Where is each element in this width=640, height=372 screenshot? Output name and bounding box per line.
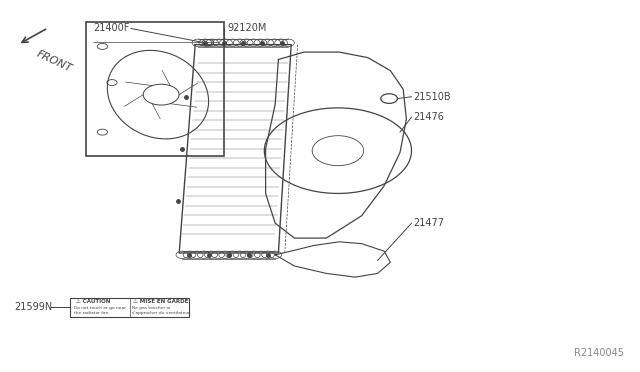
Text: 21476: 21476 — [413, 112, 444, 122]
Text: 92120M: 92120M — [227, 23, 267, 33]
Text: Do not touch or go near
the radiator fan.: Do not touch or go near the radiator fan… — [74, 306, 126, 315]
Text: ⚠ CAUTION: ⚠ CAUTION — [76, 299, 110, 304]
Bar — [86, 22, 224, 156]
Text: Ne pas toucher ni
s'approcher du ventilateur.: Ne pas toucher ni s'approcher du ventila… — [132, 306, 191, 315]
Text: ⚠ MISE EN GARDE: ⚠ MISE EN GARDE — [134, 299, 189, 304]
Text: 21510B: 21510B — [413, 92, 451, 102]
Text: 21477: 21477 — [413, 218, 444, 228]
Text: FRONT: FRONT — [35, 48, 74, 74]
Text: 21400F: 21400F — [93, 23, 129, 33]
Text: 21599N: 21599N — [14, 302, 52, 312]
Text: R2140045: R2140045 — [574, 348, 624, 358]
Bar — [70, 298, 189, 317]
